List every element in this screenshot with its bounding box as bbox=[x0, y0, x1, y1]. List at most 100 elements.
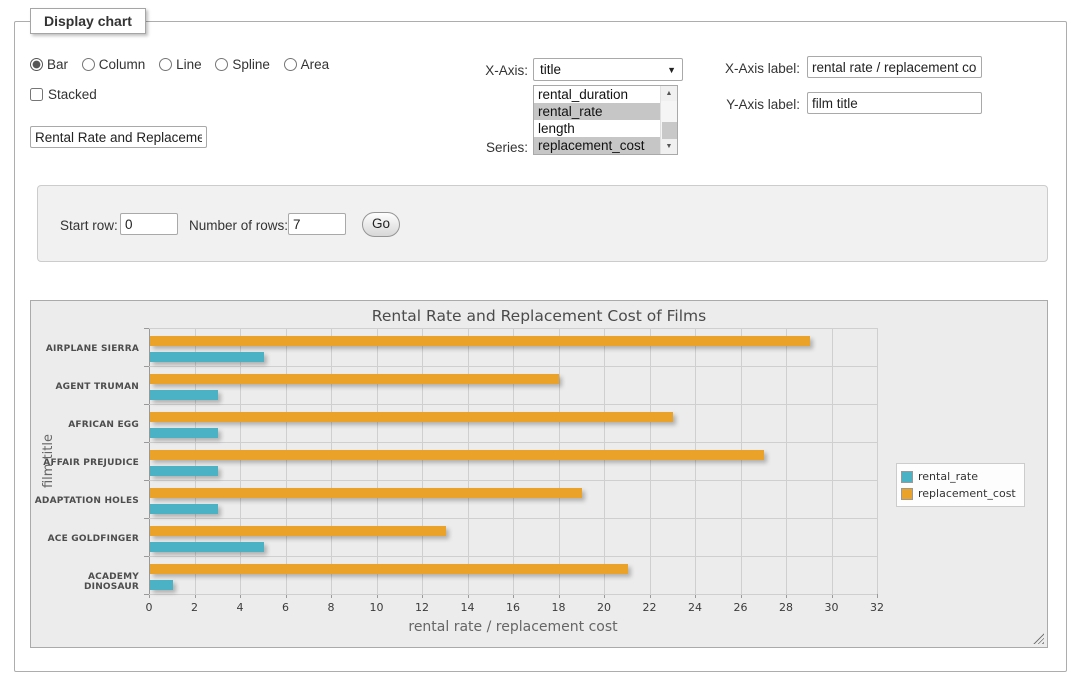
x-tick-mark bbox=[240, 594, 241, 598]
y-axis-line bbox=[149, 328, 150, 594]
gridline bbox=[149, 404, 877, 405]
chart-title-input[interactable] bbox=[30, 126, 207, 148]
x-tick-label: 24 bbox=[688, 601, 702, 614]
gridline bbox=[285, 328, 287, 594]
x-tick-mark bbox=[285, 594, 287, 598]
stacked-checkbox-row[interactable]: Stacked bbox=[30, 87, 97, 102]
gridline bbox=[149, 480, 877, 481]
y-axis-label-label: Y-Axis label: bbox=[726, 97, 800, 112]
legend-item: replacement_cost bbox=[901, 485, 1016, 502]
bar-rental_rate bbox=[150, 466, 219, 476]
x-tick-mark bbox=[740, 594, 742, 598]
legend-label: replacement_cost bbox=[918, 487, 1016, 500]
x-tick-mark bbox=[558, 594, 560, 598]
gridline bbox=[149, 366, 877, 367]
legend-swatch-icon bbox=[901, 470, 913, 483]
category-label: AIRPLANE SIERRA bbox=[45, 344, 139, 354]
category-label: ADAPTATION HOLES bbox=[34, 496, 139, 506]
radio-area-input[interactable] bbox=[283, 58, 297, 71]
chart-container: Rental Rate and Replacement Cost of Film… bbox=[30, 300, 1048, 648]
gridline bbox=[149, 594, 877, 595]
radio-spline-input[interactable] bbox=[215, 58, 229, 71]
radio-bar-label: Bar bbox=[47, 57, 69, 72]
gridline bbox=[877, 328, 878, 594]
series-scrollbar[interactable]: ▲ ▼ bbox=[660, 86, 677, 154]
x-tick-mark bbox=[831, 594, 833, 598]
x-axis-select-value: title bbox=[540, 62, 562, 77]
legend-label: rental_rate bbox=[918, 470, 978, 483]
legend-item: rental_rate bbox=[901, 468, 1016, 485]
fieldset-legend: Display chart bbox=[30, 8, 146, 34]
y-tick-mark bbox=[144, 366, 149, 367]
gridline bbox=[194, 328, 196, 594]
resize-handle-icon[interactable] bbox=[1033, 633, 1044, 644]
go-button[interactable]: Go bbox=[362, 212, 400, 237]
legend-swatch-icon bbox=[901, 487, 913, 500]
x-tick-mark bbox=[331, 594, 332, 598]
category-label: ACADEMY DINOSAUR bbox=[83, 572, 139, 592]
x-tick-label: 28 bbox=[779, 601, 793, 614]
scrollbar-thumb[interactable] bbox=[662, 122, 677, 139]
x-axis-title: rental rate / replacement cost bbox=[408, 619, 618, 635]
scroll-up-icon[interactable]: ▲ bbox=[661, 86, 677, 101]
start-row-input[interactable] bbox=[120, 213, 178, 235]
y-axis-label-input[interactable] bbox=[807, 92, 982, 114]
gridline bbox=[149, 442, 877, 443]
radio-column-label: Column bbox=[98, 57, 146, 72]
gridline bbox=[422, 328, 423, 594]
chart-type-radio-group: Bar Column Line Spline Area bbox=[30, 57, 339, 74]
bar-rental_rate bbox=[150, 390, 219, 400]
x-tick-label: 6 bbox=[282, 601, 289, 614]
chart-type-radio-area[interactable]: Area bbox=[283, 57, 329, 72]
number-of-rows-input[interactable] bbox=[288, 213, 346, 235]
y-tick-mark bbox=[144, 518, 149, 519]
series-option-length[interactable]: length bbox=[538, 121, 575, 136]
gridline bbox=[786, 328, 787, 594]
series-option-rental-duration[interactable]: rental_duration bbox=[538, 87, 629, 102]
gridline bbox=[149, 328, 877, 329]
stacked-checkbox[interactable] bbox=[30, 88, 43, 101]
x-tick-label: 30 bbox=[824, 601, 839, 614]
x-tick-label: 4 bbox=[236, 601, 244, 614]
chart-type-radio-bar[interactable]: Bar bbox=[30, 57, 68, 72]
gridline bbox=[240, 328, 241, 594]
number-of-rows-label: Number of rows: bbox=[189, 218, 289, 233]
chart-type-radio-line[interactable]: Line bbox=[159, 57, 202, 72]
chart-type-radio-column[interactable]: Column bbox=[81, 57, 146, 72]
y-tick-mark bbox=[144, 328, 149, 329]
gridline bbox=[740, 328, 742, 594]
series-options: rental_duration rental_rate length repla… bbox=[534, 86, 660, 154]
x-tick-label: 18 bbox=[551, 601, 566, 614]
radio-line-input[interactable] bbox=[159, 58, 173, 71]
gridline bbox=[376, 328, 378, 594]
bar-replacement_cost bbox=[150, 488, 583, 498]
x-tick-label: 22 bbox=[642, 601, 657, 614]
bar-replacement_cost bbox=[150, 526, 446, 536]
stacked-label: Stacked bbox=[48, 87, 97, 102]
series-option-rental-rate[interactable]: rental_rate bbox=[534, 103, 660, 120]
dropdown-arrow-icon: ▼ bbox=[667, 64, 676, 75]
radio-column-input[interactable] bbox=[81, 58, 95, 71]
x-tick-label: 12 bbox=[415, 601, 429, 614]
series-option-replacement-cost[interactable]: replacement_cost bbox=[534, 137, 660, 154]
x-axis-select[interactable]: title ▼ bbox=[533, 58, 683, 81]
x-tick-label: 8 bbox=[327, 601, 335, 614]
series-listbox[interactable]: rental_duration rental_rate length repla… bbox=[533, 85, 678, 155]
y-tick-mark bbox=[144, 594, 149, 595]
y-tick-mark bbox=[144, 442, 149, 443]
x-tick-label: 0 bbox=[145, 601, 153, 614]
x-axis-select-label: X-Axis: bbox=[485, 63, 528, 78]
scroll-down-icon[interactable]: ▼ bbox=[661, 139, 677, 154]
bar-rental_rate bbox=[150, 428, 219, 438]
bar-replacement_cost bbox=[150, 564, 628, 574]
y-tick-mark bbox=[144, 404, 149, 405]
y-tick-mark bbox=[144, 480, 149, 481]
chart-type-radio-spline[interactable]: Spline bbox=[215, 57, 270, 72]
bar-rental_rate bbox=[150, 504, 219, 514]
radio-bar-input[interactable] bbox=[30, 58, 43, 71]
y-tick-mark bbox=[144, 556, 149, 557]
x-axis-label-input[interactable] bbox=[807, 56, 982, 78]
category-label: AGENT TRUMAN bbox=[55, 382, 139, 392]
category-label: AFRICAN EGG bbox=[68, 420, 139, 430]
